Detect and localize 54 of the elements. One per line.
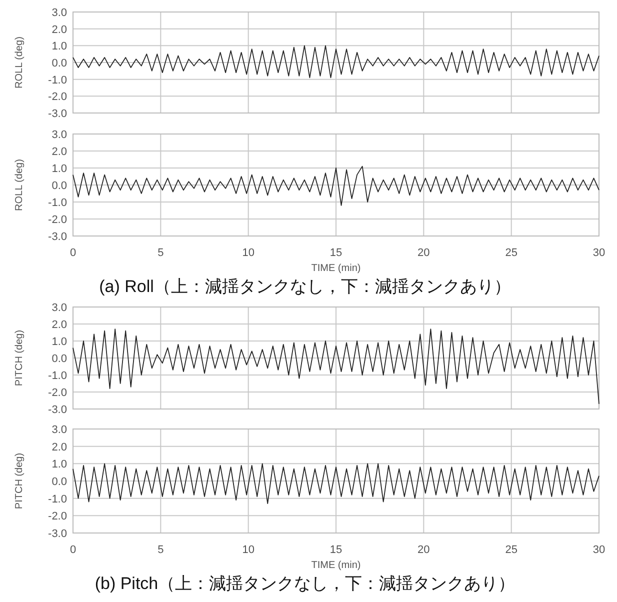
y-tick-label: 3.0	[52, 424, 67, 436]
x-tick-label: 20	[418, 544, 430, 556]
text: (b) Pitch（上：減揺タンクなし，下：減揺タンクあり）	[94, 574, 516, 593]
y-tick-label: 3.0	[52, 302, 67, 314]
y-tick-label: -1.0	[48, 493, 67, 506]
y-tick-label: -2.0	[48, 214, 67, 226]
x-tick-label: 0	[70, 544, 76, 556]
y-tick-label: 0.0	[52, 476, 67, 488]
x-tick-label: 5	[158, 544, 164, 556]
y-tick-label: 0.0	[52, 180, 67, 192]
y-tick-label: -1.0	[48, 370, 67, 382]
y-tick-label: 2.0	[52, 441, 67, 454]
line-series	[72, 166, 600, 206]
y-tick-label: 1.0	[52, 458, 67, 471]
y-tick-label: 3.0	[52, 7, 67, 19]
x-tick-label: 30	[592, 247, 606, 259]
y-tick-label: -1.0	[48, 197, 67, 209]
x-tick-label: 10	[242, 544, 254, 556]
x-axis-title: TIME (min)	[311, 263, 361, 274]
line-series	[72, 328, 600, 404]
y-tick-label: -3.0	[48, 231, 67, 243]
y-tick-label: 1.0	[52, 163, 67, 175]
y-tick-label: 0.0	[52, 58, 67, 70]
y-tick-label: 1.0	[52, 336, 67, 348]
y-tick-label: 2.0	[52, 146, 67, 158]
x-tick-label: 25	[505, 247, 518, 259]
x-tick-label: 25	[505, 544, 518, 556]
y-tick-label: 3.0	[52, 129, 67, 141]
x-tick-label: 10	[242, 247, 254, 259]
x-axis-title: TIME (min)	[311, 560, 361, 571]
text: (a) Roll（上：減揺タンクなし，下：減揺タンクあり）	[99, 277, 511, 296]
y-tick-label: 2.0	[52, 319, 67, 331]
x-tick-label: 0	[70, 247, 76, 259]
y-tick-label: -2.0	[48, 510, 67, 523]
x-tick-label: 20	[418, 247, 430, 259]
x-tick-label: 15	[330, 544, 342, 556]
line-series	[72, 45, 600, 78]
x-tick-label: 15	[330, 247, 342, 259]
y-tick-label: 1.0	[52, 40, 67, 53]
y-axis-title: ROLL (deg)	[14, 36, 25, 88]
y-tick-label: -2.0	[48, 91, 67, 104]
y-tick-label: -2.0	[48, 387, 67, 399]
x-tick-label: 5	[158, 247, 164, 259]
y-tick-label: -3.0	[48, 528, 67, 540]
y-tick-label: 0.0	[52, 353, 67, 365]
y-axis-title: PITCH (deg)	[14, 330, 25, 386]
y-tick-label: -1.0	[48, 74, 67, 86]
y-axis-title: PITCH (deg)	[14, 452, 25, 510]
x-tick-label: 30	[592, 544, 606, 556]
y-tick-label: -3.0	[48, 404, 67, 416]
y-axis-title: ROLL (deg)	[14, 159, 25, 211]
line-series	[72, 463, 600, 504]
y-tick-label: -3.0	[48, 108, 67, 120]
y-tick-label: 2.0	[52, 24, 67, 36]
